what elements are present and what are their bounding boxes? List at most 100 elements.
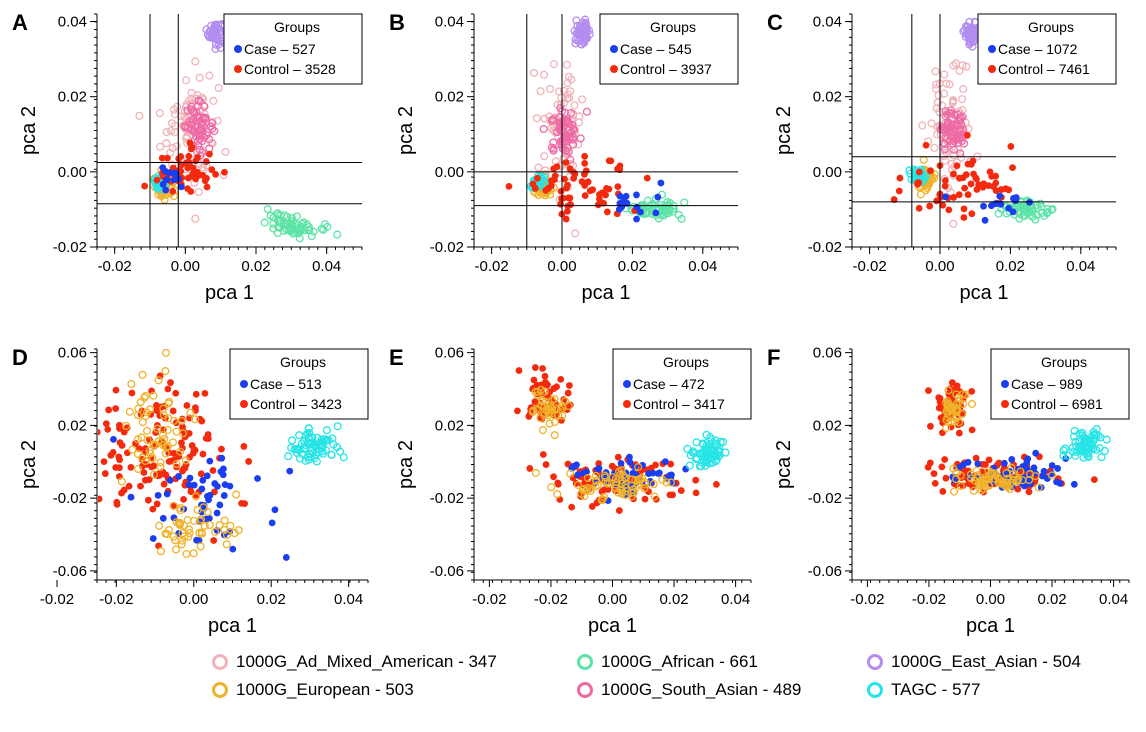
data-point-case: [226, 482, 234, 490]
data-point-south-asian: [199, 113, 208, 122]
data-point-european: [601, 478, 610, 487]
data-point-tagc: [688, 448, 698, 457]
data-point-control: [615, 507, 623, 514]
data-point-case: [626, 458, 634, 466]
data-point-ad-mixed-american: [540, 152, 549, 161]
x-axis-label: pca 1: [582, 282, 631, 304]
data-point-control: [526, 465, 534, 472]
data-point-european: [553, 490, 562, 499]
data-point-control: [144, 496, 152, 504]
data-point-case: [1024, 455, 1032, 463]
data-point-african: [660, 207, 670, 216]
data-point-control: [915, 204, 923, 212]
data-point-control: [564, 389, 572, 397]
data-point-control: [192, 390, 200, 398]
data-point-control: [163, 154, 171, 162]
population-legend-item: 1000G_African - 661: [577, 652, 758, 672]
data-point-control: [588, 503, 596, 510]
data-points: [890, 17, 1057, 228]
data-point-south-asian: [949, 145, 959, 154]
data-point-case: [974, 460, 982, 468]
x-tick-label: -0.02: [534, 591, 568, 608]
data-point-tagc: [1084, 452, 1093, 461]
legend-box: [977, 13, 1117, 85]
data-point-african: [279, 221, 288, 230]
x-tick-label: 0.04: [1099, 591, 1128, 608]
data-point-case: [282, 554, 290, 561]
data-point-tagc: [1095, 444, 1104, 453]
data-point-control: [692, 489, 700, 497]
data-point-ad-mixed-american: [214, 83, 223, 93]
data-point-european: [141, 412, 150, 421]
data-point-case: [286, 467, 294, 475]
data-point-european: [189, 549, 198, 558]
data-point-case: [595, 464, 603, 472]
data-point-tagc: [339, 453, 348, 462]
data-point-european: [191, 492, 200, 501]
data-point-european: [197, 529, 206, 538]
data-point-south-asian: [957, 113, 966, 123]
x-tick-label: 0.04: [1066, 258, 1095, 275]
data-point-control: [178, 439, 185, 447]
data-point-control: [201, 390, 209, 397]
data-point-case: [996, 192, 1004, 200]
data-point-control: [186, 453, 193, 461]
data-point-control: [895, 187, 903, 195]
data-point-control: [986, 168, 994, 176]
data-point-european: [956, 481, 965, 491]
data-point-european: [180, 532, 189, 541]
data-point-case: [997, 201, 1005, 208]
data-point-european: [142, 408, 152, 417]
data-point-control: [141, 182, 149, 190]
data-point-ad-mixed-american: [191, 57, 200, 66]
population-legend-item: 1000G_South_Asian - 489: [577, 680, 801, 700]
data-point-control: [973, 186, 981, 193]
data-point-african: [305, 225, 314, 234]
x-tick-label: 0.02: [996, 258, 1025, 275]
data-point-control: [582, 167, 590, 175]
data-point-case: [661, 458, 669, 466]
scatter-panel-b: -0.02 0.00 0.02 0.04 -0.02 0.00 0.02 0.04 pca 1 p…: [389, 10, 739, 304]
data-point-european: [591, 471, 600, 480]
data-point-control: [142, 445, 149, 452]
data-point-african: [260, 218, 269, 227]
y-tick-label: -0.06: [430, 563, 464, 580]
data-point-european: [200, 521, 209, 530]
x-tick-label: -0.02: [474, 258, 508, 275]
data-point-control: [616, 162, 624, 170]
data-point-ad-mixed-american: [918, 121, 927, 130]
data-point-control: [666, 491, 674, 499]
data-point-tagc: [698, 439, 707, 448]
data-point-african: [1019, 206, 1029, 215]
data-point-european: [545, 419, 554, 428]
data-point-case: [159, 514, 167, 522]
data-point-european: [662, 478, 671, 487]
data-point-control: [995, 459, 1003, 467]
data-point-case: [229, 545, 237, 553]
legend-marker-case: [1001, 380, 1009, 388]
data-point-east-asian: [207, 21, 216, 30]
data-point-control: [180, 495, 187, 503]
data-point-tagc: [1089, 436, 1098, 445]
x-tick-label: -0.02: [99, 591, 133, 608]
data-point-tagc: [328, 434, 337, 443]
data-point-case: [1000, 459, 1008, 467]
data-point-control: [568, 503, 576, 511]
data-point-control: [569, 474, 577, 482]
data-point-ad-mixed-american: [205, 71, 214, 80]
y-tick-label: 0.06: [435, 345, 464, 362]
data-point-control: [199, 171, 207, 179]
data-point-south-asian: [208, 124, 217, 133]
data-point-european: [919, 155, 928, 164]
data-point-european: [133, 464, 142, 473]
data-point-case: [205, 514, 213, 522]
data-point-european: [169, 532, 178, 541]
data-point-control: [158, 154, 166, 162]
data-point-european: [122, 421, 131, 430]
data-point-control: [692, 476, 700, 484]
data-point-case: [1008, 456, 1016, 463]
data-point-south-asian: [187, 102, 196, 111]
data-point-east-asian: [573, 36, 582, 45]
data-point-control: [185, 152, 193, 160]
data-point-control: [561, 175, 568, 183]
